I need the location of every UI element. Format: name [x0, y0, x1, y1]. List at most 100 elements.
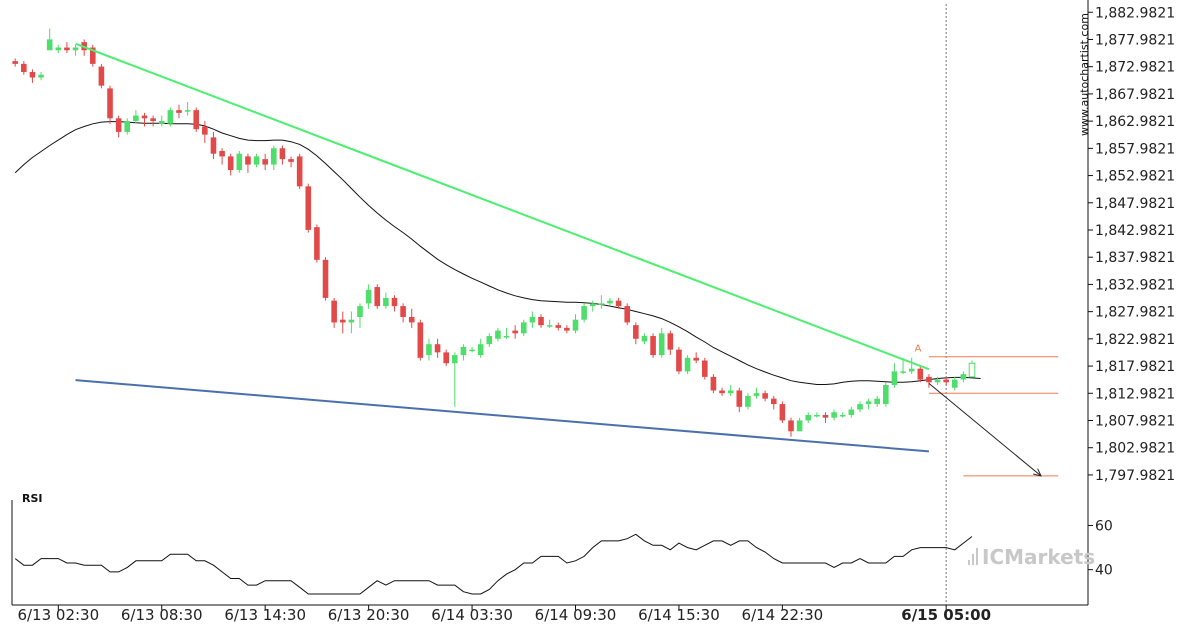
candle-body — [564, 327, 570, 331]
candle — [633, 322, 639, 345]
candle — [960, 371, 967, 383]
y-tick-label: 1,877.9821 — [1095, 32, 1175, 48]
forecast-arrow-head — [1033, 468, 1042, 477]
candle — [848, 406, 855, 418]
candle — [702, 357, 708, 380]
candle — [736, 387, 743, 413]
candle-body — [745, 395, 751, 407]
candle-body — [693, 357, 699, 361]
candle-body — [288, 159, 294, 162]
candle — [624, 303, 631, 326]
candle — [641, 333, 648, 345]
candle-body — [452, 355, 458, 364]
candle-body — [650, 336, 656, 356]
candle — [589, 300, 596, 312]
candle — [434, 338, 441, 358]
candle — [934, 376, 941, 386]
candle — [607, 297, 613, 307]
candle-body — [779, 404, 786, 421]
candle — [658, 327, 665, 358]
candle — [968, 360, 976, 378]
y-tick-label: 1,842.9821 — [1095, 223, 1175, 239]
candle — [184, 101, 191, 116]
candle-body — [917, 368, 924, 380]
candle — [857, 401, 863, 413]
candle — [357, 303, 363, 328]
candle-body — [788, 420, 794, 432]
candle-body — [89, 47, 96, 64]
y-tick-label: 1,802.9821 — [1095, 441, 1175, 457]
candle — [951, 376, 958, 391]
y-tick-label: 1,847.9821 — [1095, 196, 1175, 212]
candle-body — [865, 401, 872, 405]
candle — [469, 346, 475, 353]
x-tick-label: 6/13 20:30 — [328, 606, 410, 624]
brand-logo: ICMarkets — [968, 545, 1095, 569]
candle — [693, 352, 699, 364]
candle-body — [193, 110, 200, 130]
candle-body — [107, 88, 113, 119]
y-tick-label: 1,857.9821 — [1095, 141, 1175, 157]
candle-body — [322, 259, 329, 298]
candle — [72, 44, 79, 56]
candle — [107, 85, 113, 124]
candle-body — [124, 121, 131, 132]
candle — [331, 297, 337, 328]
candle — [452, 352, 458, 407]
candle-body — [417, 322, 424, 358]
candle — [193, 107, 200, 132]
candle — [753, 387, 760, 399]
candle — [391, 295, 398, 312]
candle — [503, 327, 510, 339]
candle-body — [814, 414, 820, 417]
candle-body — [702, 360, 708, 377]
candle-body — [796, 420, 803, 432]
candle-body — [115, 118, 122, 132]
brand-text: ICMarkets — [982, 545, 1095, 569]
candle — [598, 295, 605, 309]
y-tick-label: 1,817.9821 — [1095, 359, 1175, 375]
candle-body — [158, 121, 165, 124]
rsi-tick-label: 40 — [1095, 563, 1113, 579]
candle-body — [598, 303, 605, 305]
y-tick-label: 1,882.9821 — [1095, 5, 1175, 21]
candle — [339, 311, 346, 334]
candle-body — [555, 325, 562, 328]
rsi-label: RSI — [22, 492, 43, 505]
candle — [762, 390, 768, 402]
candle — [400, 303, 406, 323]
y-tick-label: 1,797.9821 — [1095, 468, 1175, 484]
candle — [943, 376, 949, 386]
candle — [253, 153, 260, 168]
rsi-line — [14, 533, 973, 595]
candle — [581, 303, 587, 323]
candle-body — [805, 414, 812, 421]
candle-body — [684, 357, 691, 372]
candle-body — [383, 297, 389, 307]
candle — [55, 44, 62, 53]
candle — [926, 374, 932, 388]
candle — [12, 58, 18, 67]
resistance-line — [75, 42, 930, 371]
candle-body — [64, 47, 70, 51]
candle — [21, 61, 27, 75]
candle-body — [968, 362, 976, 378]
candle-body — [589, 303, 596, 307]
y-tick-label: 1,852.9821 — [1095, 169, 1175, 185]
candle — [202, 121, 208, 143]
candle-body — [658, 333, 665, 356]
x-axis-ticks: 6/13 02:30 6/13 08:30 6/13 14:30 6/13 20:30… — [17, 605, 991, 624]
candle — [296, 153, 303, 190]
candle-body — [615, 300, 622, 307]
candle-body — [210, 137, 217, 154]
y-tick-label: 1,832.9821 — [1095, 277, 1175, 293]
candle-body — [443, 352, 449, 364]
candle — [555, 322, 562, 331]
candle-body — [633, 325, 639, 339]
candle-body — [167, 110, 174, 124]
candle — [908, 357, 915, 375]
y-tick-label: 1,822.9821 — [1095, 332, 1175, 348]
candle-body — [98, 66, 105, 86]
candle-body — [581, 306, 587, 320]
candle-body — [460, 346, 467, 356]
